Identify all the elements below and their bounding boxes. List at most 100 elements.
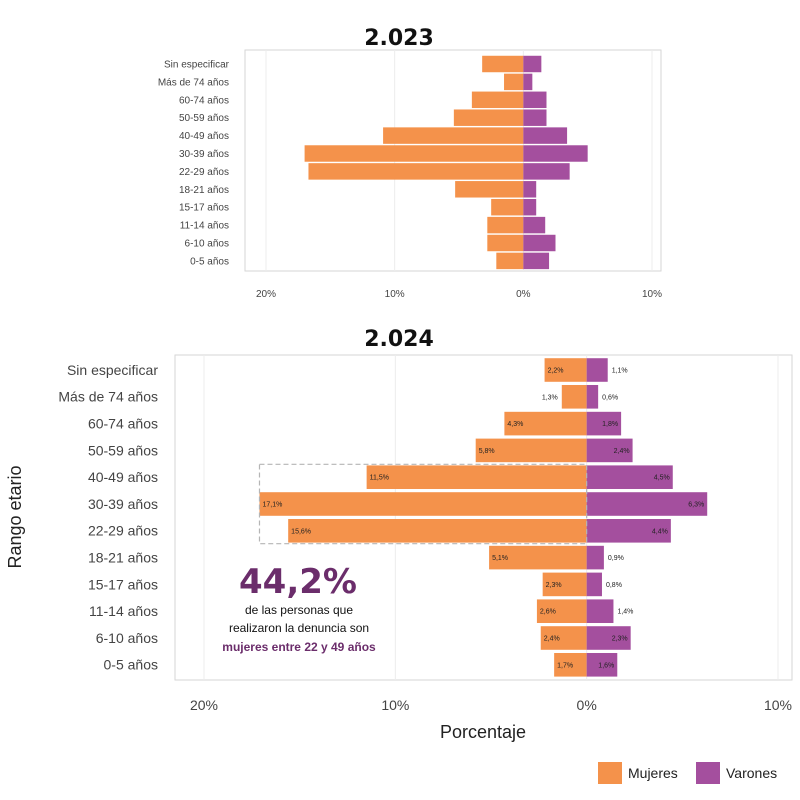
x-tick-label: 20% (256, 289, 276, 300)
bar-mujeres-50-59-anos (453, 109, 524, 126)
bar-varones-0-5-anos (523, 252, 550, 270)
x-tick-labels-2024: 20% 10% 0% 10% (190, 697, 792, 713)
y-tick-label: 15-17 años (179, 203, 229, 214)
bar-mujeres-60-74-anos (504, 411, 587, 436)
y-axis-title: Rango etario (5, 465, 25, 568)
y-tick-label: 0-5 años (104, 657, 158, 673)
y-tick-labels-2024: Sin especificar Más de 74 años 60-74 años 5… (58, 362, 158, 673)
bar-varones-50-59-anos (586, 438, 633, 463)
legend-label-varones: Varones (726, 765, 777, 781)
annotation-line-3: mujeres entre 22 y 49 años (222, 640, 376, 654)
data-label-varones: 1,1% (612, 368, 628, 375)
y-tick-label: 40-49 años (179, 131, 229, 142)
bar-mujeres-sin-especificar (544, 358, 587, 382)
data-label-mujeres: 15,6% (291, 528, 311, 535)
y-tick-label: 18-21 años (179, 185, 229, 196)
bar-varones-22-29-anos (523, 163, 570, 180)
data-labels-2024: 2,2% 1,1% 1,3% 0,6% 4,3% 1,8% 5,8% 2,4% 11,5% 4,5… (262, 368, 704, 670)
bar-mujeres-30-39-anos (304, 145, 524, 162)
y-tick-label: 50-59 años (179, 113, 229, 124)
bar-varones-22-29-anos (586, 519, 671, 543)
y-tick-label: 60-74 años (88, 416, 158, 432)
y-tick-label: Más de 74 años (58, 389, 158, 405)
x-tick-label: 0% (516, 289, 531, 300)
bar-mujeres-60-74-anos (471, 91, 524, 109)
data-label-varones: 2,4% (614, 448, 630, 455)
bar-varones-sin-especificar (523, 55, 542, 73)
bar-varones-60-74-anos (523, 91, 547, 109)
bar-varones-15-17-anos (586, 572, 602, 597)
bar-mujeres-6-10-anos (540, 626, 587, 650)
bar-mujeres-22-29-anos (288, 519, 587, 543)
data-label-mujeres: 2,3% (546, 582, 562, 589)
y-tick-label: 6-10 años (96, 630, 158, 646)
data-label-mujeres: 4,3% (507, 421, 523, 428)
bars-2024 (259, 358, 708, 677)
data-label-mujeres: 11,5% (370, 475, 389, 482)
bar-mujeres-40-49-anos (383, 127, 524, 144)
y-tick-label: Más de 74 años (158, 77, 229, 88)
bar-mujeres-0-5-anos (496, 252, 524, 270)
y-tick-label: 30-39 años (179, 149, 229, 160)
annotation: 44,2% de las personas que realizaron la … (222, 562, 376, 654)
y-tick-label: Sin especificar (164, 60, 230, 71)
data-label-varones: 2,3% (612, 636, 628, 643)
data-label-varones: 0,6% (602, 394, 618, 401)
y-tick-label: 18-21 años (88, 550, 158, 566)
bar-mujeres-18-21-anos (455, 181, 524, 198)
y-tick-label: 15-17 años (88, 576, 158, 592)
data-label-varones: 1,8% (602, 421, 618, 428)
data-label-mujeres: 17,1% (262, 502, 282, 509)
bar-varones-6-10-anos (523, 234, 556, 252)
y-tick-label: 6-10 años (185, 239, 229, 250)
bar-varones-11-14-anos (523, 216, 546, 234)
bars-2023 (304, 55, 588, 270)
bar-varones-15-17-anos (523, 198, 537, 216)
data-label-mujeres: 2,6% (540, 609, 556, 616)
y-tick-label: Sin especificar (67, 362, 158, 378)
bar-varones-60-74-anos (586, 411, 622, 436)
data-label-varones: 1,4% (617, 609, 633, 616)
bar-mujeres-15-17-anos (491, 198, 524, 216)
data-label-mujeres: 1,7% (557, 662, 573, 669)
bar-varones-40-49-anos (586, 465, 673, 489)
y-tick-label: 22-29 años (88, 523, 158, 539)
x-tick-label: 10% (764, 697, 792, 713)
y-tick-label: 11-14 años (89, 603, 158, 619)
data-label-varones: 0,9% (608, 555, 624, 562)
highlight-box (258, 463, 588, 545)
data-label-varones: 1,6% (598, 662, 614, 669)
chart-title-2024: 2.024 (364, 327, 434, 352)
y-tick-label: 0-5 años (190, 256, 229, 267)
bar-varones-18-21-anos (523, 181, 537, 198)
bar-varones-18-21-anos (586, 545, 604, 570)
legend: Mujeres Varones (598, 762, 777, 784)
bar-mujeres-18-21-anos (489, 545, 587, 570)
bar-mujeres-11-14-anos (536, 599, 587, 623)
bar-varones-11-14-anos (586, 599, 614, 623)
bar-mujeres-mas-de-74-anos (504, 73, 524, 91)
data-label-varones: 4,5% (654, 475, 670, 482)
x-tick-label: 10% (381, 697, 409, 713)
data-label-varones: 0,8% (606, 582, 622, 589)
y-tick-labels-2023: Sin especificar Más de 74 años 60-74 años 5… (158, 60, 230, 268)
y-tick-label: 22-29 años (179, 167, 229, 178)
bar-mujeres-40-49-anos (366, 465, 587, 489)
y-tick-label: 11-14 años (180, 221, 229, 232)
bar-mujeres-15-17-anos (542, 572, 587, 597)
y-tick-label: 50-59 años (88, 442, 158, 458)
data-label-mujeres: 2,4% (544, 636, 560, 643)
x-tick-label: 10% (642, 289, 662, 300)
x-axis-title: Porcentaje (440, 722, 526, 742)
x-tick-label: 0% (577, 697, 597, 713)
annotation-line-1: de las personas que (245, 603, 353, 617)
bar-mujeres-mas-de-74-anos (561, 385, 587, 409)
y-tick-label: 30-39 años (88, 496, 158, 512)
plot-panel-2024 (174, 354, 793, 681)
bar-mujeres-22-29-anos (308, 163, 524, 180)
bar-varones-mas-de-74-anos (586, 385, 599, 409)
bar-varones-30-39-anos (586, 492, 708, 516)
bar-varones-0-5-anos (586, 653, 618, 677)
bar-mujeres-6-10-anos (487, 234, 524, 252)
